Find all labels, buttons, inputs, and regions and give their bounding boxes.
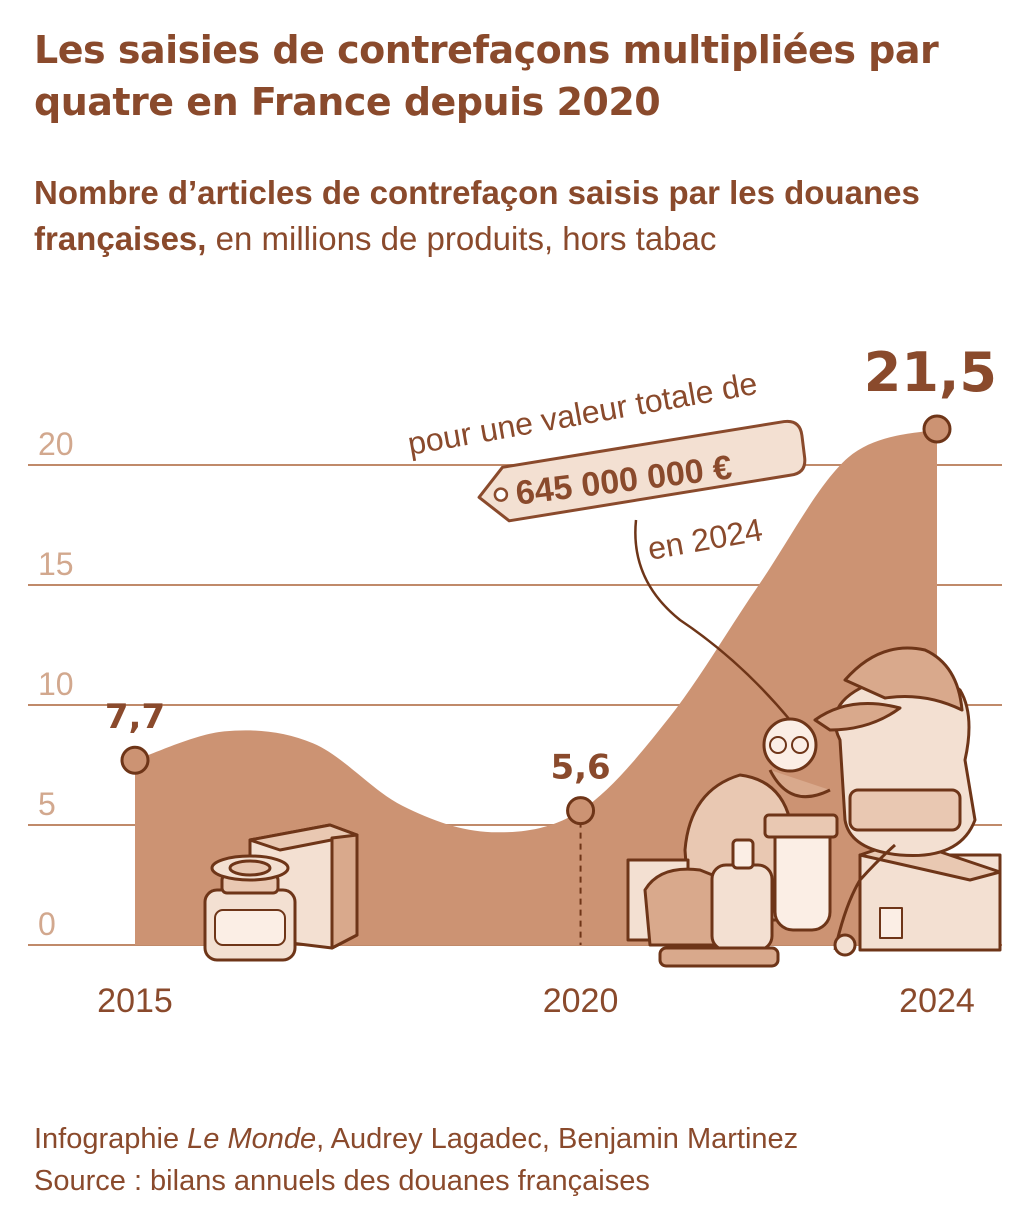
x-tick-label: 2020 — [543, 982, 619, 1020]
y-tick-label: 0 — [38, 906, 56, 942]
x-tick-label: 2024 — [899, 982, 975, 1020]
tag-hole — [493, 487, 509, 502]
y-tick-label: 20 — [38, 426, 74, 462]
credit-line: Infographie Le Monde, Audrey Lagadec, Be… — [34, 1118, 1004, 1160]
x-axis-ticks: 2015 2020 2024 — [97, 982, 975, 1020]
source-line: Source : bilans annuels des douanes fran… — [34, 1165, 650, 1197]
data-point-2020 — [566, 796, 596, 826]
y-tick-label: 10 — [38, 666, 74, 702]
y-tick-label: 15 — [38, 546, 74, 582]
data-label-2024: 21,5 — [864, 341, 997, 404]
subtitle-bold: Nombre d’articles de contrefaçon saisis … — [34, 174, 920, 257]
perfume-box-illustration — [203, 823, 359, 962]
credit-suffix: , Audrey Lagadec, Benjamin Martinez — [316, 1123, 799, 1155]
y-axis-ticks: 0 5 10 15 20 — [38, 426, 74, 942]
chart-subtitle: Nombre d’articles de contrefaçon saisis … — [34, 170, 994, 262]
credit-prefix: Infographie — [34, 1123, 188, 1155]
data-point-2015 — [120, 745, 150, 775]
data-point-2024 — [922, 414, 952, 444]
y-tick-label: 5 — [38, 786, 56, 822]
x-tick-label: 2015 — [97, 982, 173, 1020]
data-label-2020: 5,6 — [550, 748, 610, 788]
price-tag — [477, 419, 807, 523]
data-label-2015: 7,7 — [105, 697, 165, 737]
annotation-line3: en 2024 — [645, 511, 765, 567]
annotation-connector — [634, 519, 791, 721]
data-points: 7,7 5,6 21,5 — [105, 341, 997, 826]
chart-title: Les saisies de contrefaçons multipliées … — [34, 28, 939, 124]
goods-pile-illustration — [626, 646, 1002, 968]
credit-publication: Le Monde — [187, 1123, 317, 1155]
subtitle-rest: en millions de produits, hors tabac — [206, 220, 717, 257]
chart-footer: Infographie Le Monde, Audrey Lagadec, Be… — [34, 1118, 1004, 1202]
